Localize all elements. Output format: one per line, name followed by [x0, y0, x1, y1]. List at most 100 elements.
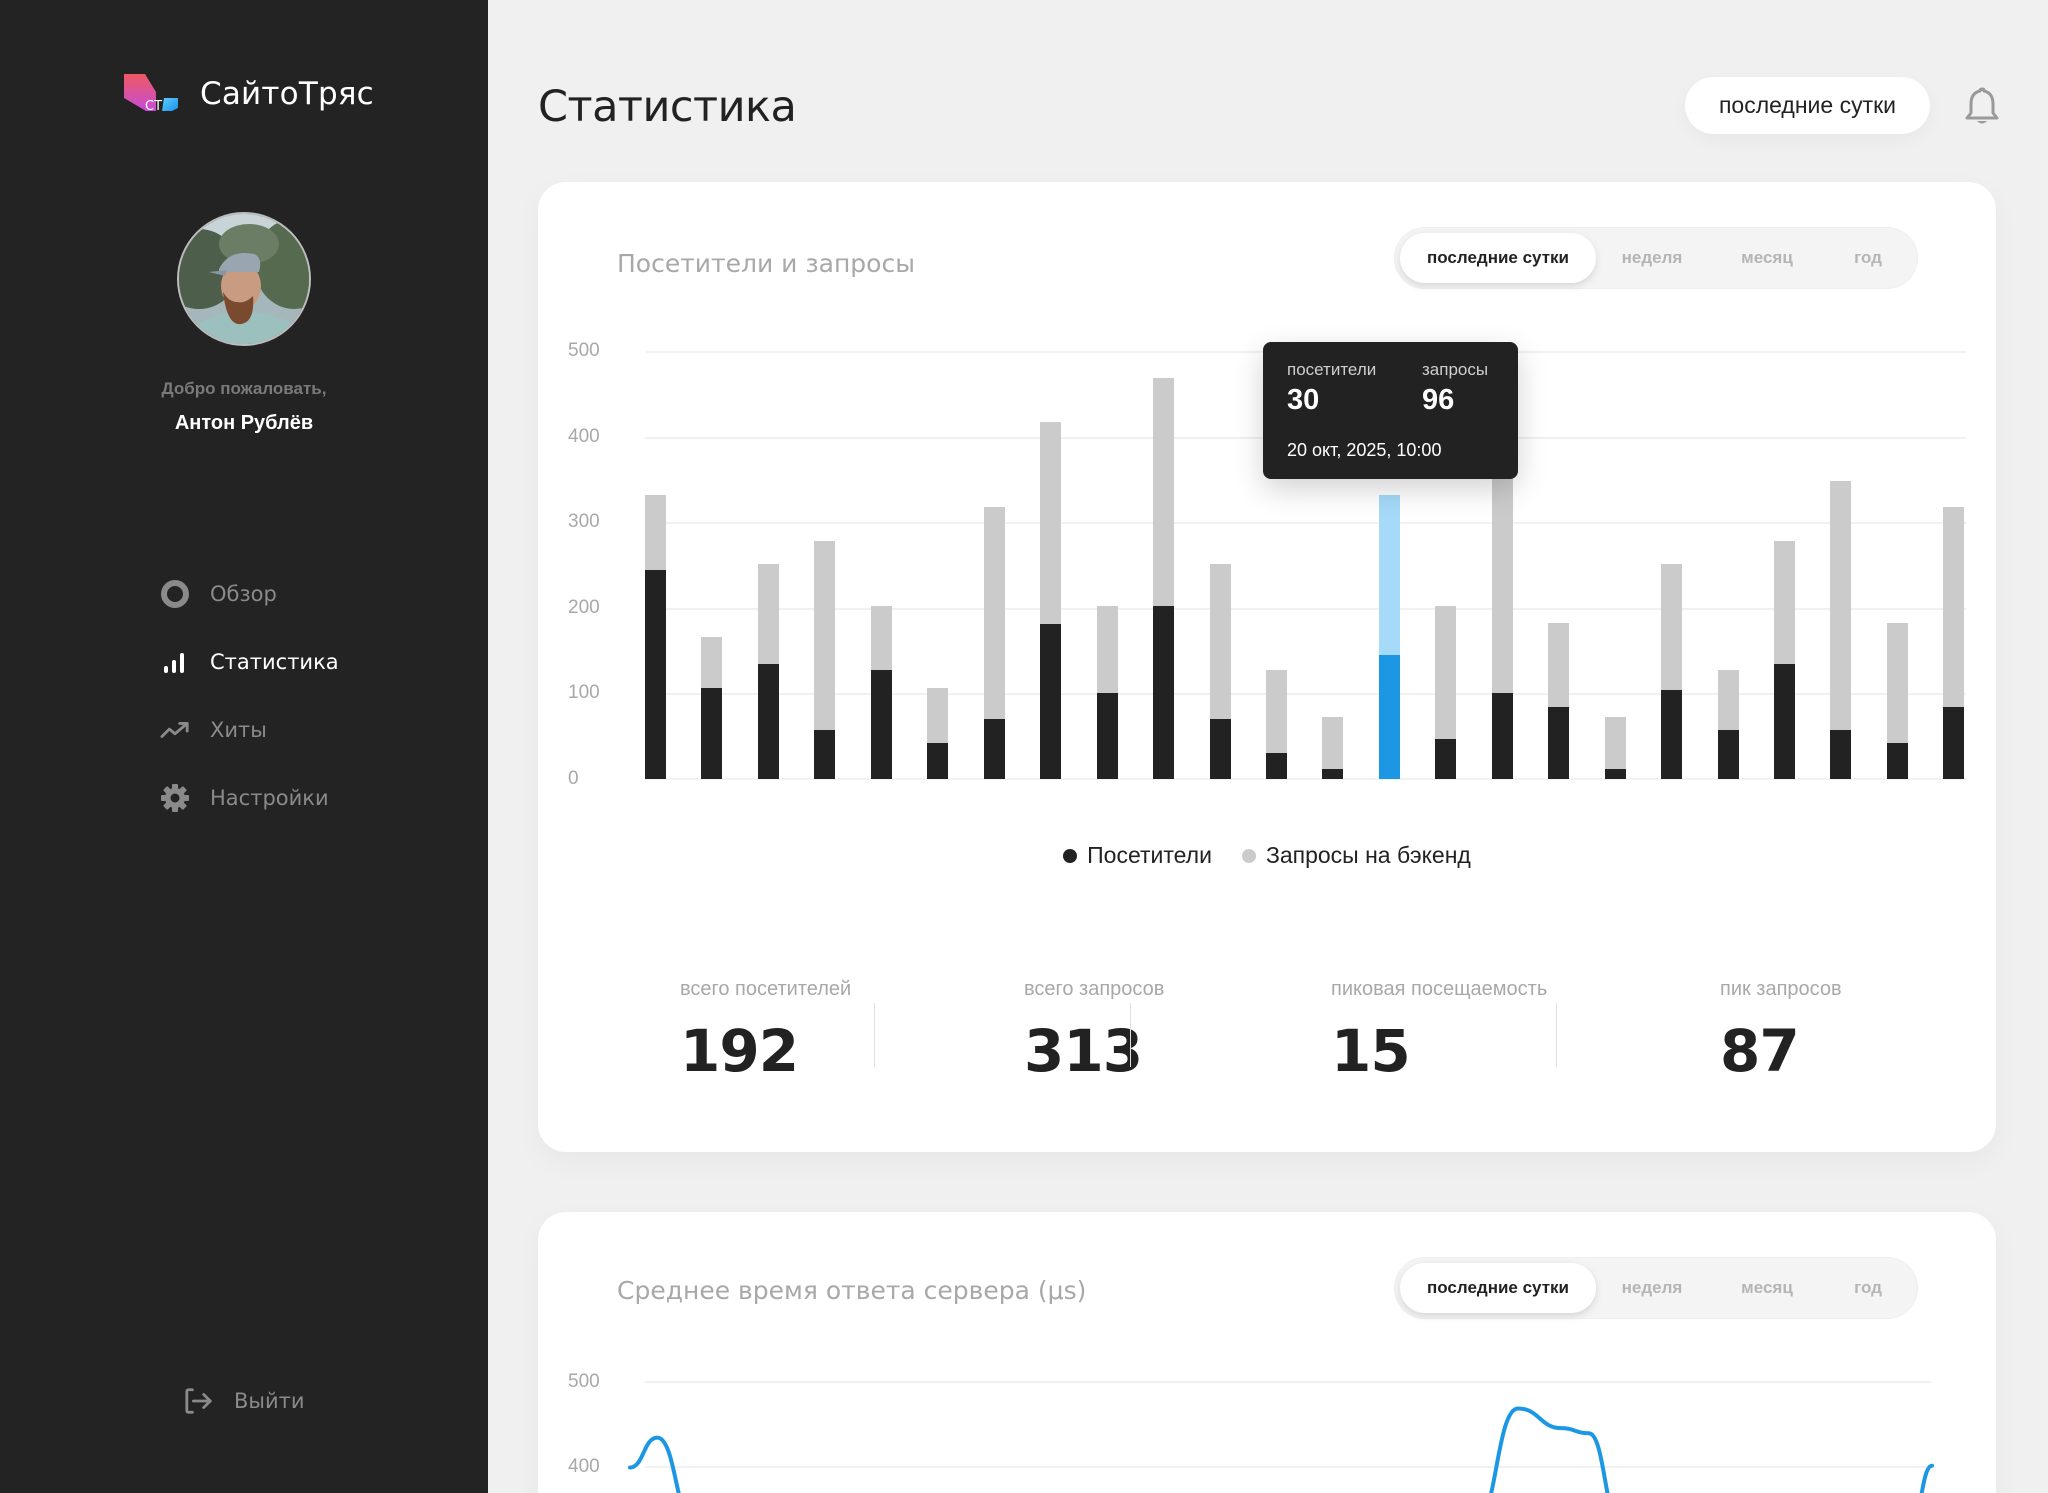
bar-segment-visitors	[1209, 719, 1231, 779]
bar-segment-visitors	[645, 570, 666, 779]
response-time-line	[628, 1406, 1934, 1493]
tooltip-visitors-value: 30	[1287, 384, 1320, 416]
avatar[interactable]	[177, 212, 311, 346]
bar-segment-visitors	[1830, 730, 1852, 779]
sidebar-nav: Обзор Статистика Хиты	[160, 560, 339, 832]
chart-bar[interactable]	[1943, 507, 1965, 779]
visitors-requests-card: Посетители и запросы последние сутки нед…	[538, 182, 1996, 1152]
bar-segment-visitors	[1717, 730, 1739, 779]
tooltip-date: 20 окт, 2025, 10:00	[1287, 440, 1442, 460]
bar-segment-visitors	[1435, 738, 1457, 779]
legend-item-requests[interactable]: Запросы на бэкенд	[1241, 842, 1471, 869]
sidebar-item-settings[interactable]: Настройки	[160, 764, 339, 832]
sidebar-item-overview[interactable]: Обзор	[160, 560, 339, 628]
chart-bar[interactable]	[1774, 541, 1795, 779]
bar-segment-visitors	[1943, 707, 1965, 779]
chart-bar[interactable]	[701, 637, 723, 779]
gear-icon	[160, 783, 190, 813]
chart-bar[interactable]	[1717, 669, 1739, 779]
tab-week[interactable]: неделя	[1621, 1278, 1683, 1297]
trending-up-icon	[160, 715, 190, 745]
tab-year[interactable]: год	[1854, 248, 1882, 267]
chart-bar[interactable]	[1435, 606, 1457, 779]
bar-segment-requests	[1604, 717, 1626, 779]
sidebar-item-label: Статистика	[210, 650, 339, 674]
stat-peak-visitors: пиковая посещаемость 15	[1331, 978, 1547, 1085]
card-title: Среднее время ответа сервера (μs)	[617, 1276, 1087, 1305]
chart-bar[interactable]	[814, 541, 836, 779]
bar-segment-requests	[1435, 606, 1457, 779]
chart-bar[interactable]	[1153, 378, 1175, 779]
sidebar: СТ СайтоТряс Добро пожаловать, Антон Руб…	[0, 0, 488, 1493]
chart-bar[interactable]	[1491, 472, 1513, 779]
gridline	[645, 1381, 1931, 1383]
app-name: СайтоТряс	[200, 76, 374, 112]
logo[interactable]: СТ СайтоТряс	[124, 74, 374, 114]
gridline	[645, 1466, 1931, 1468]
chart-bar[interactable]	[1040, 422, 1062, 779]
chart-bar[interactable]	[1604, 717, 1626, 779]
stat-total-requests: всего запросов 313	[1024, 978, 1164, 1085]
gridline	[645, 608, 1966, 610]
legend-label: Посетители	[1087, 842, 1212, 868]
y-tick: 500	[568, 1371, 600, 1392]
sidebar-item-label: Обзор	[210, 582, 277, 606]
y-tick: 500	[568, 340, 600, 361]
chart-bar[interactable]	[983, 507, 1005, 779]
logout-button[interactable]: Выйти	[184, 1386, 305, 1416]
bar-chart-icon	[160, 647, 190, 677]
tab-month[interactable]: месяц	[1741, 1278, 1793, 1297]
gridline	[645, 522, 1966, 524]
stat-value: 313	[1024, 1017, 1143, 1085]
chart-bar[interactable]	[1548, 623, 1570, 779]
page-title: Статистика	[538, 82, 797, 132]
bar-segment-visitors	[701, 688, 723, 779]
logout-icon	[184, 1386, 214, 1416]
tab-year[interactable]: год	[1854, 1278, 1882, 1297]
bell-icon[interactable]	[1962, 86, 2002, 128]
bar-segment-visitors	[1661, 690, 1683, 779]
chart-bar[interactable]	[1322, 717, 1344, 779]
divider	[1556, 1003, 1557, 1067]
chart-bar[interactable]	[1378, 495, 1400, 779]
logout-label: Выйти	[234, 1389, 305, 1413]
tab-last-day[interactable]: последние сутки	[1400, 1263, 1596, 1313]
legend-label: Запросы на бэкенд	[1265, 842, 1471, 868]
bar-segment-visitors	[1886, 743, 1908, 779]
bar-segment-requests	[814, 541, 836, 779]
legend-dot-icon	[1241, 848, 1256, 863]
chart-bar[interactable]	[1265, 669, 1287, 779]
logo-icon: СТ	[124, 74, 180, 114]
bar-segment-requests	[1886, 623, 1908, 779]
tab-last-day[interactable]: последние сутки	[1400, 233, 1596, 283]
tab-week[interactable]: неделя	[1621, 248, 1683, 267]
chart-bar[interactable]	[1886, 623, 1908, 779]
stat-total-visitors: всего посетителей 192	[680, 978, 851, 1085]
circle-icon	[160, 579, 190, 609]
chart-bar[interactable]	[645, 495, 666, 779]
chart-bar[interactable]	[927, 687, 949, 779]
user-name: Антон Рублёв	[174, 412, 314, 434]
y-tick: 200	[568, 597, 600, 618]
tab-month[interactable]: месяц	[1741, 248, 1793, 267]
chart-bar[interactable]	[870, 606, 892, 779]
sidebar-item-statistics[interactable]: Статистика	[160, 628, 339, 696]
bar-segment-requests	[1265, 669, 1287, 779]
period-tabs: последние сутки неделя месяц год	[1394, 227, 1918, 289]
period-select-button[interactable]: последние сутки	[1685, 77, 1930, 134]
y-tick: 400	[568, 426, 600, 447]
sidebar-item-hits[interactable]: Хиты	[160, 696, 339, 764]
chart-bar[interactable]	[757, 564, 779, 779]
chart-bar[interactable]	[1661, 564, 1683, 779]
gridline	[645, 693, 1966, 695]
chart-bar[interactable]	[1209, 564, 1231, 779]
chart-bar[interactable]	[1096, 606, 1118, 779]
stat-label: пик запросов	[1720, 978, 1842, 1000]
legend-item-visitors[interactable]: Посетители	[1063, 842, 1212, 869]
stat-label: пиковая посещаемость	[1331, 978, 1548, 1000]
y-tick: 100	[568, 682, 600, 703]
stat-value: 87	[1720, 1017, 1800, 1085]
bar-segment-visitors	[1774, 664, 1795, 779]
chart-bar[interactable]	[1830, 480, 1852, 779]
divider	[874, 1003, 875, 1067]
